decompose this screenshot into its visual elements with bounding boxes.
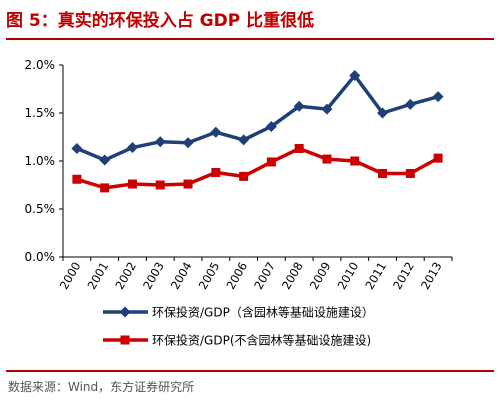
x-tick-label: 2003 [140,260,167,292]
series-line [76,146,439,190]
title-bar [6,4,494,40]
series-line [76,73,439,162]
legend-marker [120,335,130,345]
data-point [266,157,276,167]
x-tick-label: 2006 [223,260,250,292]
data-point [265,120,277,132]
source-rule [6,370,494,372]
data-point [322,154,332,164]
data-point [433,153,443,163]
y-tick-label: 2.0% [25,58,56,72]
x-tick-label: 2002 [112,260,139,292]
data-point [126,142,138,154]
x-tick-label: 2010 [335,260,362,292]
data-point [154,136,166,148]
source-note: 数据来源：Wind，东方证券研究所 [8,380,195,394]
x-tick-label: 2004 [168,260,195,292]
y-tick-label: 1.5% [25,106,56,120]
x-tick-label: 2009 [307,260,334,292]
data-point [404,98,416,110]
data-point [239,171,249,181]
x-tick-label: 2008 [279,260,306,292]
data-point [100,183,110,193]
data-point [350,156,360,166]
data-point [211,168,221,178]
data-point [432,91,444,103]
data-point [238,134,250,146]
y-tick-label: 1.0% [25,154,56,168]
data-point [321,103,333,115]
data-point [99,154,111,166]
data-point [293,100,305,112]
data-point [210,126,222,138]
legend-marker [119,306,131,318]
legend-label: 环保投资/GDP（含园林等基础设施建设） [152,305,374,320]
data-point [183,179,193,189]
data-point [405,168,415,178]
x-tick-label: 2012 [390,260,417,292]
data-point [182,137,194,149]
data-point [71,143,83,155]
data-point [349,70,361,82]
x-tick-label: 2005 [196,260,223,292]
x-tick-label: 2011 [362,260,389,292]
data-point [378,168,388,178]
data-point [127,179,137,189]
line-chart: 0.0% 0.5% 1.0% 1.5% 2.0% 2000 2001 2002 2003 2004… [25,58,453,348]
y-tick-label: 0.5% [25,202,56,216]
y-tick-label: 0.0% [25,250,56,264]
x-tick-label: 2001 [85,260,112,292]
data-point [294,144,304,154]
data-point [377,107,389,119]
chart-title: 图 5：真实的环保投入占 GDP 比重很低 [6,11,315,31]
x-tick-label: 2000 [57,260,84,292]
legend-label: 环保投资/GDP(不含园林等基础设施建设) [152,333,371,348]
data-point [155,180,165,190]
x-tick-label: 2007 [251,260,278,292]
x-tick-label: 2013 [418,260,445,292]
data-point [72,174,82,184]
